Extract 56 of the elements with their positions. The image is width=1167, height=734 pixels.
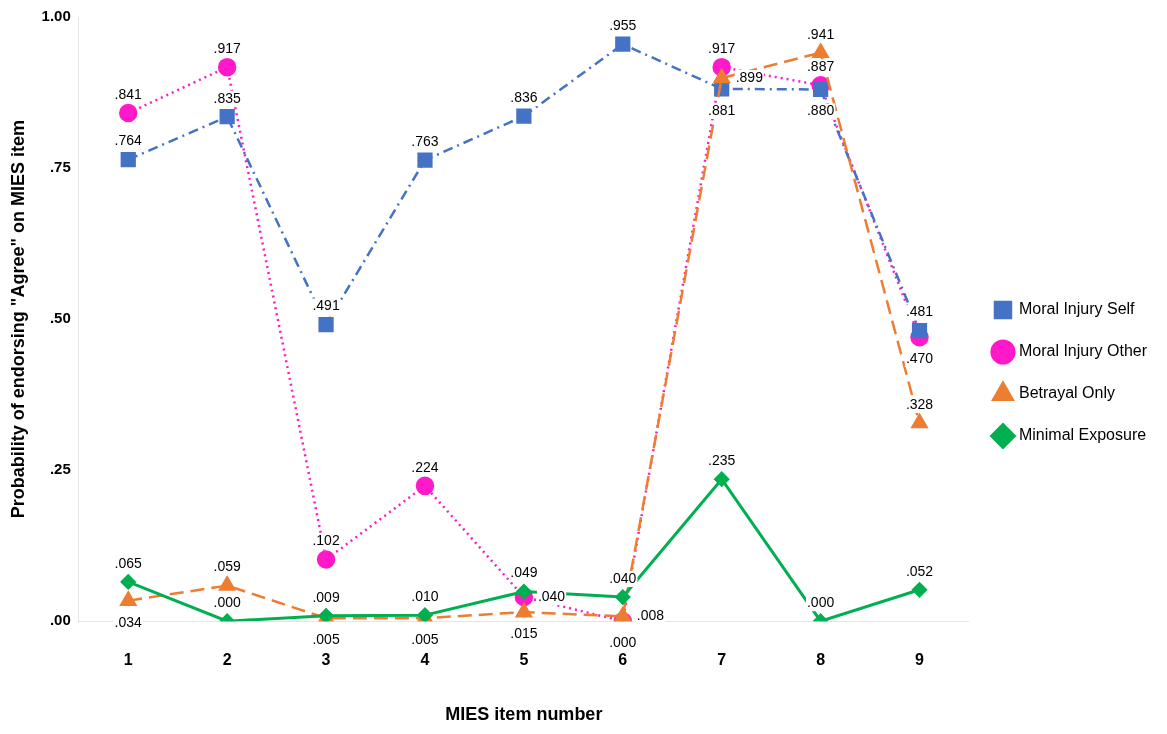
x-tick-label: 4	[420, 651, 430, 669]
x-tick-label: 9	[915, 651, 925, 669]
x-tick-label: 7	[717, 651, 727, 669]
data-label: .899	[735, 68, 764, 85]
legend-label: Minimal Exposure	[1018, 426, 1147, 444]
data-label: .917	[708, 40, 736, 57]
data-label: .009	[312, 588, 340, 605]
data-label: .880	[806, 102, 835, 119]
legend-label: Moral Injury Other	[1018, 342, 1148, 360]
y-tick-label: 1.00	[41, 7, 71, 25]
data-label: .005	[411, 631, 439, 648]
data-label: .955	[609, 17, 637, 34]
data-label: .000	[609, 634, 637, 651]
data-label: .763	[411, 133, 439, 150]
data-label: .102	[312, 532, 340, 549]
data-label: .000	[806, 594, 835, 611]
x-tick-label: 5	[519, 651, 529, 669]
data-label: .836	[510, 88, 538, 105]
data-label: .034	[114, 613, 143, 630]
y-tick-label: .75	[49, 158, 71, 176]
data-label: .328	[905, 395, 934, 412]
x-axis-title: MIES item number	[445, 704, 603, 725]
data-label: .835	[213, 89, 241, 106]
x-tick-label: 2	[222, 651, 232, 669]
data-label: .887	[806, 58, 835, 75]
data-label: .491	[312, 297, 340, 314]
legend-label: Betrayal Only	[1018, 384, 1116, 402]
legend-label: Moral Injury Self	[1018, 300, 1136, 318]
data-label: .470	[905, 350, 934, 367]
data-label: .065	[114, 554, 143, 571]
data-label: .000	[213, 594, 241, 611]
y-axis-title: Probability of endorsing "Agree" on MIES item	[7, 120, 28, 519]
data-label: .049	[510, 564, 538, 581]
y-tick-label: .00	[49, 611, 71, 629]
data-label: .059	[213, 558, 241, 575]
data-label: .481	[905, 303, 934, 320]
x-tick-label: 6	[618, 651, 628, 669]
data-label: .008	[636, 607, 665, 624]
y-tick-label: .25	[49, 460, 71, 478]
x-tick-label: 8	[816, 651, 826, 669]
data-label: .040	[537, 587, 566, 604]
data-label: .917	[213, 40, 241, 57]
data-label: .841	[114, 85, 143, 102]
data-label: .941	[806, 25, 835, 42]
x-tick-label: 1	[123, 651, 133, 669]
data-label: .010	[411, 588, 439, 605]
data-label: .040	[609, 569, 637, 586]
x-tick-label: 3	[321, 651, 331, 669]
data-label: .005	[312, 631, 340, 648]
data-label: .764	[114, 132, 143, 149]
data-label: .235	[708, 452, 736, 469]
y-tick-label: .50	[49, 309, 71, 327]
data-label: .224	[411, 458, 439, 475]
data-label: .881	[708, 101, 736, 118]
data-label: .015	[510, 625, 538, 641]
data-label: .052	[905, 562, 934, 579]
